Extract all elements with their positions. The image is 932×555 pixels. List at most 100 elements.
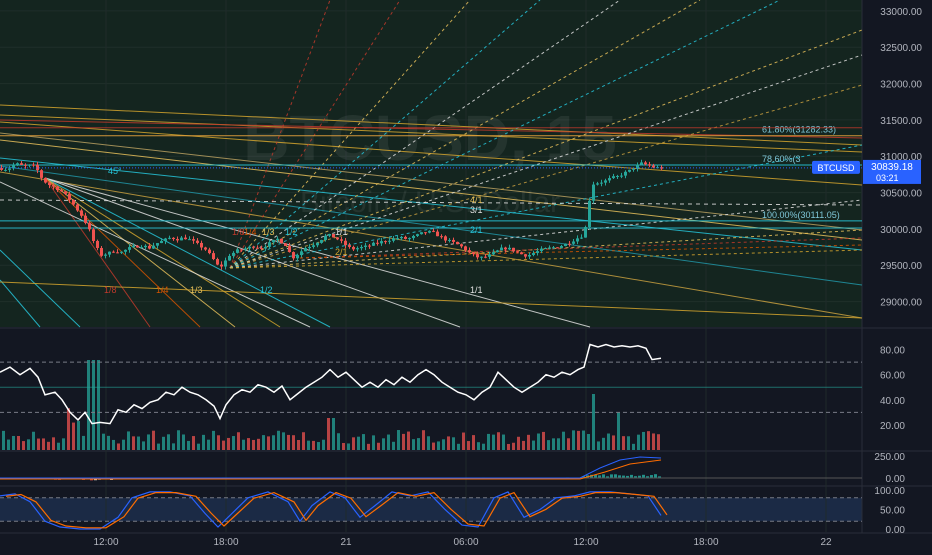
candle-body xyxy=(364,245,367,247)
volume-bar xyxy=(542,431,545,450)
price-axis[interactable]: 33000.00 32500.00 32000.00 31500.00 31000.00… xyxy=(880,7,922,309)
candle-body xyxy=(180,237,183,241)
price-axis-tick: 33000.00 xyxy=(880,7,922,18)
candle-body xyxy=(372,242,375,246)
gann-labels: 1/8 1/4 1/3 1/2 1/14/13/12/11/11/21/31/41/82… xyxy=(104,166,483,295)
candle xyxy=(40,169,43,181)
candle xyxy=(12,162,15,171)
gann-fan-line xyxy=(229,0,541,269)
candle xyxy=(380,237,383,246)
volume-bar xyxy=(227,437,230,450)
candle xyxy=(48,181,51,189)
candle xyxy=(444,235,447,243)
candle-body xyxy=(304,248,307,252)
candle xyxy=(460,243,463,249)
candle xyxy=(552,246,555,250)
candle xyxy=(520,251,523,255)
volume-bar xyxy=(452,437,455,450)
candle xyxy=(636,162,639,172)
candle xyxy=(176,236,179,243)
candle xyxy=(388,237,391,245)
candle xyxy=(8,165,11,173)
candle xyxy=(628,169,631,173)
fib-level-label: 78.60%(3 xyxy=(762,154,801,164)
candle-body xyxy=(244,248,247,250)
candle xyxy=(184,234,187,240)
candle xyxy=(68,191,71,203)
candle-body xyxy=(472,252,475,255)
macd-histogram-bar xyxy=(638,475,641,478)
volume-bar xyxy=(117,443,120,450)
candle xyxy=(36,161,39,174)
volume-bar xyxy=(517,436,520,450)
candle xyxy=(580,234,583,240)
fib-level-label: 100.00%(30111.05) xyxy=(762,210,840,220)
candle-body xyxy=(0,167,3,170)
candle-body xyxy=(268,242,271,247)
volume-bar xyxy=(347,443,350,450)
volume-bar xyxy=(467,441,470,450)
gann-label: 2/1 xyxy=(470,225,483,235)
candle xyxy=(576,235,579,245)
candle-body xyxy=(176,239,179,241)
candle xyxy=(140,245,143,249)
time-axis-tick: 18:00 xyxy=(213,537,238,548)
time-axis-tick: 12:00 xyxy=(573,537,598,548)
volume-bar xyxy=(322,439,325,450)
candle xyxy=(260,245,263,250)
candle-body xyxy=(576,238,579,242)
time-axis[interactable]: 12:00 18:00 21 06:00 12:00 18:00 22 xyxy=(93,537,832,548)
candle-body xyxy=(120,251,123,253)
gann-fan-line xyxy=(44,177,281,328)
stoch-band xyxy=(0,497,862,522)
volume-bar xyxy=(202,434,205,450)
candle-body xyxy=(184,237,187,240)
macd-histogram-bar xyxy=(654,474,657,478)
gann-label: 1/1 xyxy=(470,285,483,295)
volume-bar xyxy=(447,436,450,450)
candle-body xyxy=(524,254,527,257)
volume-bar xyxy=(142,441,145,450)
candle-body xyxy=(388,240,391,242)
volume-bar xyxy=(132,436,135,450)
price-axis-tick: 32500.00 xyxy=(880,43,922,54)
volume-bar xyxy=(437,441,440,450)
candle-body xyxy=(280,238,283,244)
candle-body xyxy=(148,245,151,249)
candle-body xyxy=(240,249,243,251)
candle xyxy=(120,251,123,255)
candle-body xyxy=(492,252,495,255)
candle xyxy=(384,240,387,245)
candle xyxy=(560,244,563,249)
gann-fan-line xyxy=(0,119,863,139)
macd-line xyxy=(0,456,662,479)
gann-fan-line xyxy=(299,244,863,259)
candle xyxy=(320,239,323,244)
volume-bar xyxy=(162,436,165,450)
candle-body xyxy=(508,247,511,250)
candle xyxy=(404,235,407,240)
candle-body xyxy=(588,200,591,228)
volume-bar xyxy=(237,432,240,450)
volume-bar xyxy=(207,439,210,450)
gann-fan-line xyxy=(229,0,701,269)
candle-body xyxy=(500,247,503,251)
candle xyxy=(512,247,515,253)
candle-body xyxy=(520,252,523,255)
candle-body xyxy=(232,252,235,256)
candle xyxy=(472,252,475,257)
candle xyxy=(324,233,327,242)
candle-body xyxy=(128,247,131,250)
volume-bar xyxy=(582,430,585,450)
candle-body xyxy=(504,247,507,250)
candle-body xyxy=(256,247,259,249)
candle xyxy=(216,257,219,266)
volume-bar xyxy=(192,436,195,450)
volume-bar xyxy=(617,412,620,450)
candle xyxy=(604,178,607,186)
volume-bar xyxy=(382,438,385,450)
candle xyxy=(524,253,527,259)
candle xyxy=(660,165,663,171)
